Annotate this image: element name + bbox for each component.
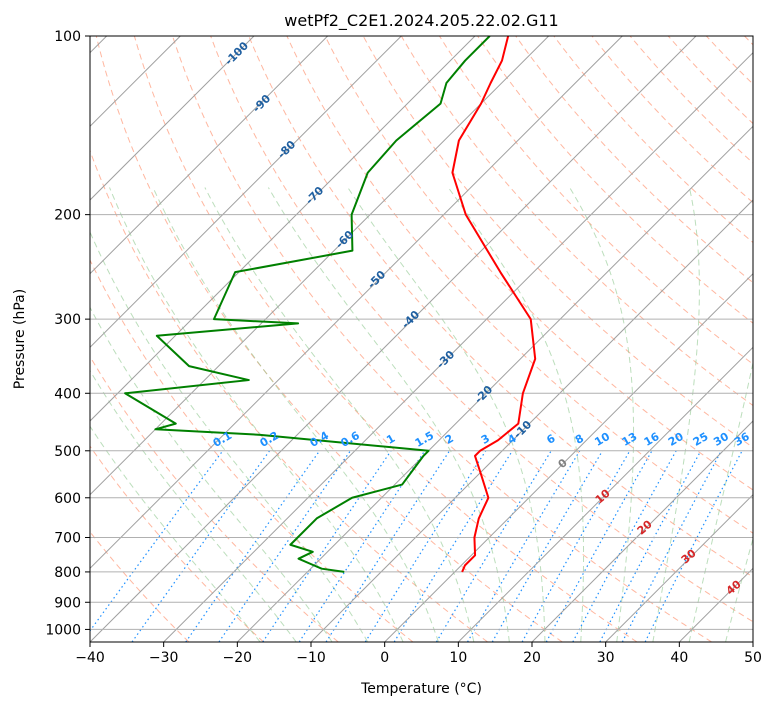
- mixing-ratio-line: [364, 450, 487, 642]
- isotherm-line: [531, 420, 753, 642]
- y-tick-label: 200: [54, 208, 81, 224]
- x-tick-label: 10: [449, 650, 467, 666]
- pressure-gridlines: [90, 36, 753, 630]
- dry-adiabats: [90, 36, 753, 642]
- moist-adiabat-line: [204, 187, 475, 642]
- isotherm-line: [90, 36, 550, 496]
- isotherm-line: [384, 272, 753, 642]
- isotherm-line: [90, 36, 402, 349]
- isotherm-line: [605, 493, 753, 642]
- x-tick-label: −30: [149, 650, 179, 666]
- isotherms: [90, 36, 753, 642]
- y-tick-label: 1000: [45, 622, 81, 638]
- dry-adiabat-line: [248, 36, 753, 578]
- moist-adiabats: [90, 187, 753, 642]
- moist-adiabat-line: [267, 187, 510, 642]
- moist-adiabat-line: [652, 187, 700, 642]
- x-tick-label: −20: [223, 650, 253, 666]
- y-tick-label: 900: [54, 595, 81, 611]
- y-tick-label: 300: [54, 312, 81, 328]
- mixing-ratio-line: [325, 450, 451, 642]
- chart-title: wetPf2_C2E1.2024.205.22.02.G11: [284, 11, 558, 31]
- isotherm-line: [236, 125, 753, 642]
- mixing-ratio-line: [466, 450, 581, 642]
- dry-adiabat-line: [90, 445, 264, 642]
- y-tick-label: 600: [54, 491, 81, 507]
- x-tick-label: 40: [670, 650, 688, 666]
- dry-adiabat-line: [90, 259, 414, 642]
- x-tick-label: −40: [75, 650, 105, 666]
- y-tick-label: 400: [54, 386, 81, 402]
- moist-adiabat-line: [90, 230, 369, 642]
- isotherm-line: [90, 36, 255, 201]
- y-tick-label: 800: [54, 565, 81, 581]
- dry-adiabat-line: [172, 36, 713, 642]
- x-tick-label: 20: [523, 650, 541, 666]
- x-tick-label: 50: [744, 650, 762, 666]
- y-tick-label: 700: [54, 531, 81, 547]
- y-axis-ticks: 100 200 300 400 500 600 700 800 900 1000: [45, 29, 90, 638]
- x-tick-label: 0: [380, 650, 389, 666]
- x-tick-label: 30: [597, 650, 615, 666]
- isotherm-line: [90, 36, 476, 422]
- dry-adiabat-line: [95, 36, 563, 642]
- moist-adiabat-line: [347, 187, 546, 642]
- isotherm-line: [310, 199, 753, 642]
- mixing-ratio-line: [435, 450, 552, 642]
- dry-adiabat-line: [324, 36, 753, 491]
- moist-adiabat-line: [569, 187, 635, 642]
- mixing-ratio-line: [262, 450, 392, 642]
- dewpoint-profile-line: [124, 36, 491, 573]
- dry-adiabat-line: [477, 36, 753, 324]
- isotherm-line: [90, 36, 329, 275]
- y-axis-label: Pressure (hPa): [12, 289, 28, 389]
- plot-area: [90, 36, 753, 642]
- y-tick-label: 100: [54, 29, 81, 45]
- dry-adiabat-line: [133, 36, 638, 642]
- dry-adiabat-line: [515, 36, 753, 284]
- mixing-ratio-line: [298, 450, 426, 642]
- mixing-ratio-line: [599, 450, 702, 642]
- x-axis-ticks: −40 −30 −20 −10 0 10 20 30 40 50: [75, 642, 762, 666]
- sounding-series: [124, 36, 537, 573]
- moist-adiabat-line: [688, 360, 753, 642]
- dry-adiabat-line: [210, 36, 753, 623]
- mixing-ratio-line: [185, 450, 321, 642]
- isotherm-line: [90, 36, 623, 570]
- isotherm-line: [457, 346, 753, 642]
- x-tick-label: −10: [296, 650, 326, 666]
- isotherm-line: [90, 36, 697, 642]
- temperature-profile-line: [451, 36, 537, 573]
- dry-adiabat-line: [286, 36, 753, 534]
- moist-adiabat-line: [109, 187, 404, 642]
- mixing-ratio-line: [572, 450, 677, 642]
- plot-frame: [89, 35, 754, 643]
- moist-adiabat-line: [90, 306, 333, 642]
- mixing-ratio-line: [218, 450, 351, 642]
- x-axis-label: Temperature (°C): [360, 681, 482, 697]
- plot-content: -100-90-80-70-60-50-40-30-20-100.1 0.2 0.4…: [90, 36, 753, 642]
- y-tick-label: 500: [54, 444, 81, 460]
- isotherm-line: [163, 51, 753, 642]
- moist-adiabat-line: [152, 187, 439, 642]
